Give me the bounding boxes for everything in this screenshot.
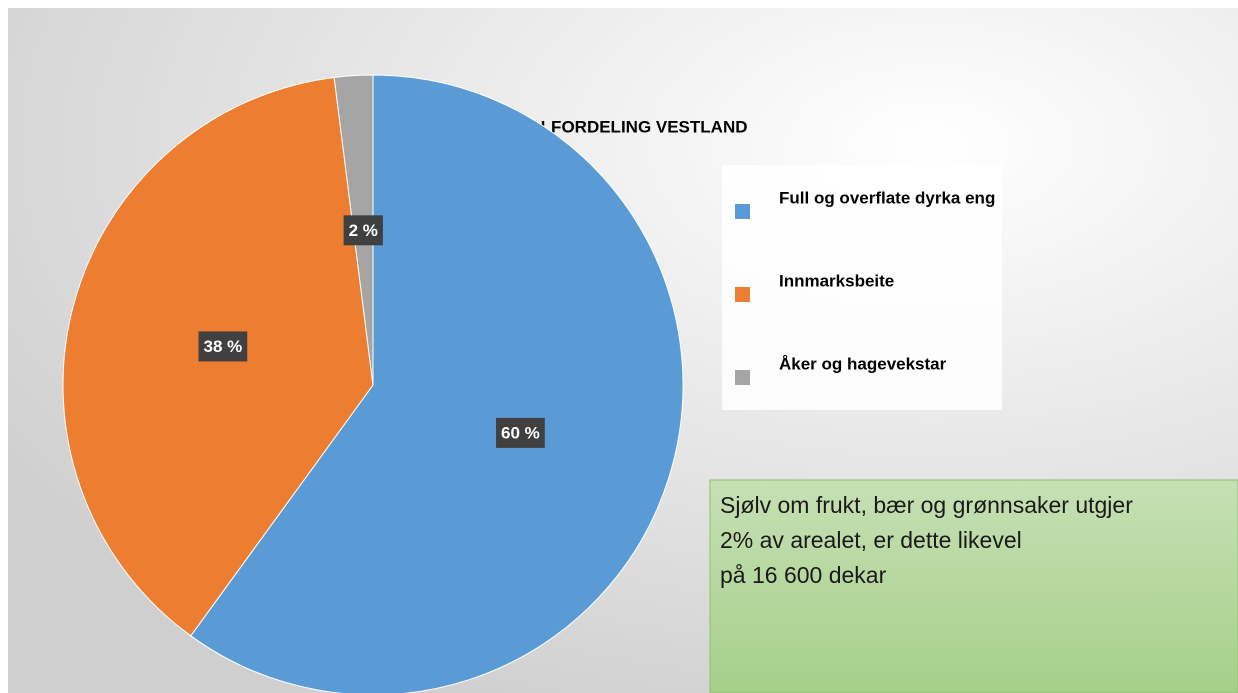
legend-label: Full og overflate dyrka eng bbox=[779, 188, 995, 207]
data-label-box bbox=[496, 417, 545, 448]
pie-slice bbox=[190, 74, 684, 693]
data-label: 38 % bbox=[203, 337, 242, 356]
data-label-box bbox=[198, 331, 248, 362]
data-label-box bbox=[343, 215, 383, 246]
data-label: 60 % bbox=[501, 423, 540, 442]
legend-label: Innmarksbeite bbox=[779, 271, 894, 290]
annotation-line: på 16 600 dekar bbox=[720, 562, 887, 588]
legend-swatch bbox=[735, 204, 750, 219]
legend-label: Åker og hagevekstar bbox=[779, 354, 947, 373]
legend-box bbox=[722, 165, 1002, 410]
annotation-line: 2% av arealet, er dette likevel bbox=[720, 527, 1022, 553]
annotation-line: Sjølv om frukt, bær og grønnsaker utgjer bbox=[720, 492, 1133, 518]
chart-title: AREALFORDELING VESTLAND bbox=[493, 117, 748, 136]
legend-swatch bbox=[735, 370, 750, 385]
data-label: 2 % bbox=[349, 221, 378, 240]
legend-swatch bbox=[735, 287, 750, 302]
annotation-box bbox=[709, 479, 1238, 693]
